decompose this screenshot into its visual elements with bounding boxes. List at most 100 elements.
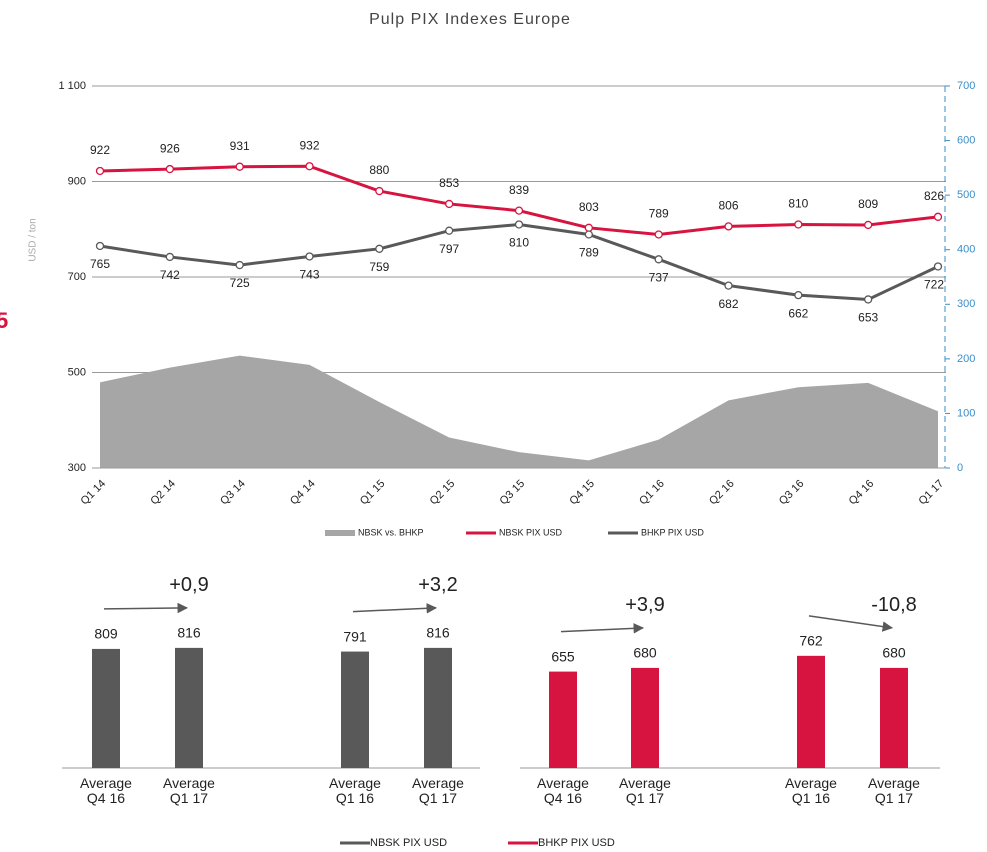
side-label: 5 bbox=[0, 308, 8, 333]
data-label: 806 bbox=[718, 199, 738, 213]
change-arrow bbox=[352, 603, 438, 614]
category-label: Average Q1 17 bbox=[412, 775, 464, 806]
data-label: 931 bbox=[230, 139, 250, 153]
data-label: 809 bbox=[94, 626, 118, 642]
category-label: Average Q4 16 bbox=[80, 775, 132, 806]
point bbox=[794, 290, 803, 300]
point bbox=[305, 252, 314, 261]
point bbox=[864, 295, 873, 304]
data-label: 722 bbox=[924, 278, 944, 292]
bar bbox=[797, 655, 825, 768]
legend-label: NBSK PIX USD bbox=[499, 527, 563, 537]
data-label: 737 bbox=[649, 271, 669, 285]
data-label: 762 bbox=[799, 633, 823, 649]
point bbox=[514, 206, 524, 215]
change-arrow bbox=[560, 623, 645, 634]
change-arrow bbox=[103, 602, 189, 614]
legend-label: BHKP PIX USD bbox=[641, 527, 704, 537]
data-label: 789 bbox=[579, 246, 599, 260]
y-tick-label: 1 100 bbox=[58, 80, 86, 92]
data-label: 662 bbox=[788, 306, 808, 320]
point bbox=[165, 164, 174, 174]
y2-tick-label: 500 bbox=[957, 189, 975, 201]
x-tick-label: Q1 15 bbox=[358, 478, 388, 508]
point bbox=[445, 199, 454, 209]
data-label: 791 bbox=[343, 628, 367, 644]
y-tick-label: 500 bbox=[68, 366, 86, 378]
point bbox=[95, 166, 105, 176]
data-label: 725 bbox=[230, 276, 250, 290]
change-label: +0,9 bbox=[169, 574, 208, 596]
change-label: -10,8 bbox=[871, 594, 917, 616]
change-label: +3,9 bbox=[625, 594, 664, 616]
x-tick-label: Q2 15 bbox=[428, 478, 458, 508]
data-label: 816 bbox=[426, 625, 450, 641]
data-label: 839 bbox=[509, 183, 529, 197]
legend-label: NBSK PIX USD bbox=[370, 837, 447, 849]
point bbox=[584, 223, 593, 232]
category-label: Average Q1 16 bbox=[329, 775, 381, 806]
point bbox=[95, 241, 105, 251]
point bbox=[794, 220, 803, 229]
point bbox=[165, 252, 174, 262]
legend-label: BHKP PIX USD bbox=[538, 837, 615, 849]
data-label: 680 bbox=[633, 645, 657, 661]
bar bbox=[92, 648, 120, 768]
category-label: Average Q1 17 bbox=[619, 775, 671, 806]
x-tick-label: Q3 14 bbox=[218, 478, 248, 508]
x-tick-label: Q1 17 bbox=[916, 478, 946, 508]
category-label: Average Q1 17 bbox=[163, 775, 215, 806]
data-label: 810 bbox=[509, 236, 529, 250]
point bbox=[933, 212, 943, 221]
bar bbox=[424, 647, 452, 768]
data-label: 803 bbox=[579, 200, 599, 214]
point bbox=[235, 260, 244, 270]
x-tick-label: Q2 16 bbox=[707, 478, 737, 508]
data-label: 816 bbox=[177, 625, 201, 641]
y2-tick-label: 100 bbox=[957, 407, 975, 419]
change-arrow bbox=[808, 615, 894, 632]
point bbox=[445, 226, 454, 235]
x-tick-label: Q1 14 bbox=[78, 478, 108, 508]
point bbox=[724, 222, 733, 231]
x-tick-label: Q1 16 bbox=[637, 478, 667, 508]
data-label: 810 bbox=[788, 197, 808, 211]
point bbox=[864, 220, 873, 230]
data-label: 682 bbox=[718, 297, 738, 311]
data-label: 789 bbox=[649, 207, 669, 221]
change-label: +3,2 bbox=[418, 574, 457, 596]
data-label: 926 bbox=[160, 141, 180, 155]
category-label: Average Q1 17 bbox=[868, 775, 920, 806]
point bbox=[235, 162, 244, 171]
y2-tick-label: 600 bbox=[957, 134, 975, 146]
y-tick-label: 700 bbox=[68, 271, 86, 283]
data-label: 853 bbox=[439, 176, 459, 190]
bar bbox=[341, 651, 369, 768]
data-label: 759 bbox=[369, 260, 389, 274]
point bbox=[654, 255, 663, 264]
data-label: 680 bbox=[882, 645, 906, 661]
point bbox=[654, 230, 663, 239]
y-axis-label: USD / ton bbox=[28, 218, 39, 261]
data-label: 797 bbox=[439, 242, 459, 256]
y2-tick-label: 200 bbox=[957, 353, 975, 365]
x-tick-label: Q2 14 bbox=[148, 478, 178, 508]
data-label: 743 bbox=[299, 268, 319, 282]
y2-tick-label: 0 bbox=[957, 462, 963, 474]
y-tick-label: 300 bbox=[68, 462, 86, 474]
category-label: Average Q1 16 bbox=[785, 775, 837, 806]
data-label: 922 bbox=[90, 143, 110, 157]
y2-tick-label: 300 bbox=[957, 298, 975, 310]
chart-title: Pulp PIX Indexes Europe bbox=[369, 11, 571, 28]
point bbox=[375, 244, 384, 253]
legend-label: NBSK vs. BHKP bbox=[358, 527, 424, 537]
x-tick-label: Q3 15 bbox=[497, 478, 527, 508]
x-tick-label: Q4 15 bbox=[567, 478, 597, 508]
data-label: 765 bbox=[90, 257, 110, 271]
point bbox=[933, 262, 943, 271]
point bbox=[724, 281, 733, 290]
area bbox=[100, 355, 938, 468]
x-tick-label: Q4 16 bbox=[847, 478, 877, 508]
y2-tick-label: 400 bbox=[957, 244, 975, 256]
